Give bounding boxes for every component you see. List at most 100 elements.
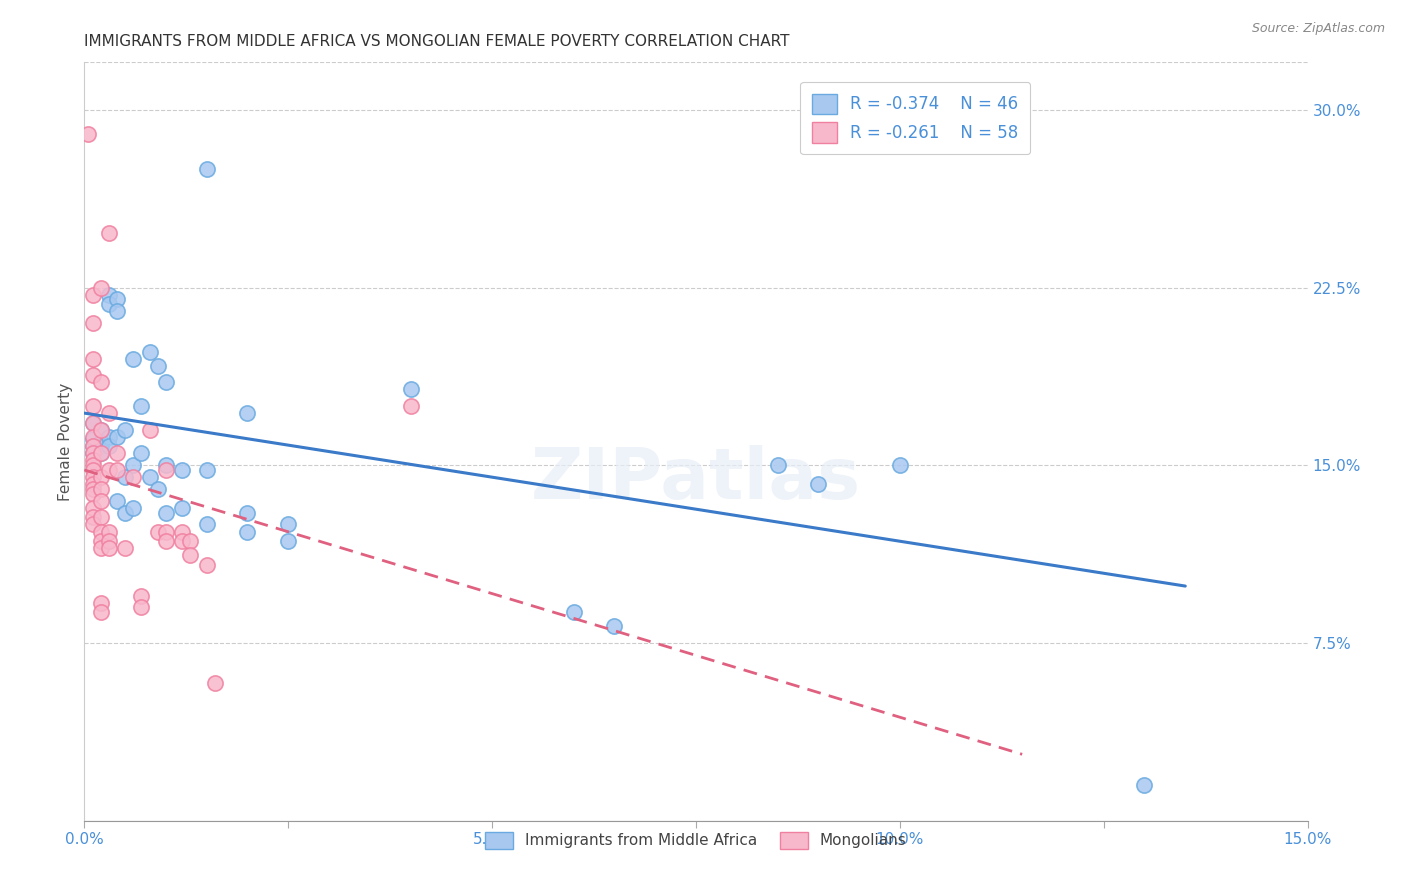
Point — [82, 453, 104, 467]
Point — [807, 477, 830, 491]
Point — [82, 446, 104, 460]
Point — [82, 500, 104, 515]
Text: IMMIGRANTS FROM MIDDLE AFRICA VS MONGOLIAN FEMALE POVERTY CORRELATION CHART: IMMIGRANTS FROM MIDDLE AFRICA VS MONGOLI… — [84, 34, 790, 49]
Point — [82, 510, 104, 524]
Point — [90, 439, 112, 453]
Point — [1133, 778, 1156, 792]
Point — [131, 446, 153, 460]
Point — [82, 432, 104, 446]
Point — [146, 524, 169, 539]
Point — [90, 493, 112, 508]
Point — [131, 589, 153, 603]
Point — [562, 605, 585, 619]
Point — [97, 297, 120, 311]
Point — [236, 506, 259, 520]
Point — [122, 500, 145, 515]
Point — [82, 351, 104, 366]
Point — [82, 416, 104, 430]
Point — [155, 524, 177, 539]
Point — [90, 524, 112, 539]
Point — [138, 470, 160, 484]
Point — [82, 517, 104, 532]
Point — [277, 534, 299, 549]
Point — [90, 470, 112, 484]
Point — [82, 439, 104, 453]
Point — [195, 558, 218, 572]
Point — [155, 458, 177, 473]
Point — [97, 541, 120, 556]
Point — [82, 287, 104, 301]
Point — [195, 463, 218, 477]
Point — [131, 600, 153, 615]
Point — [114, 423, 136, 437]
Point — [82, 477, 104, 491]
Text: ZIPatlas: ZIPatlas — [531, 445, 860, 514]
Point — [277, 517, 299, 532]
Point — [90, 541, 112, 556]
Point — [204, 676, 226, 690]
Point — [603, 619, 626, 633]
Point — [105, 493, 128, 508]
Point — [90, 280, 112, 294]
Point — [138, 423, 160, 437]
Point — [236, 524, 259, 539]
Point — [90, 376, 112, 390]
Point — [82, 486, 104, 500]
Legend: Immigrants from Middle Africa, Mongolians: Immigrants from Middle Africa, Mongolian… — [479, 826, 912, 855]
Point — [77, 127, 100, 141]
Point — [82, 439, 104, 453]
Point — [138, 344, 160, 359]
Point — [97, 226, 120, 240]
Point — [179, 534, 201, 549]
Point — [82, 470, 104, 484]
Point — [82, 316, 104, 330]
Point — [155, 463, 177, 477]
Point — [90, 605, 112, 619]
Point — [97, 430, 120, 444]
Point — [82, 399, 104, 413]
Point — [146, 359, 169, 373]
Point — [82, 446, 104, 460]
Point — [172, 463, 194, 477]
Point — [155, 534, 177, 549]
Point — [90, 534, 112, 549]
Y-axis label: Female Poverty: Female Poverty — [58, 383, 73, 500]
Point — [399, 383, 422, 397]
Point — [82, 430, 104, 444]
Point — [114, 470, 136, 484]
Point — [97, 534, 120, 549]
Point — [195, 162, 218, 177]
Point — [97, 406, 120, 420]
Point — [82, 368, 104, 383]
Point — [82, 458, 104, 473]
Point — [131, 399, 153, 413]
Point — [122, 470, 145, 484]
Text: Source: ZipAtlas.com: Source: ZipAtlas.com — [1251, 22, 1385, 36]
Point — [82, 416, 104, 430]
Point — [90, 446, 112, 460]
Point — [90, 596, 112, 610]
Point — [155, 506, 177, 520]
Point — [97, 463, 120, 477]
Point — [97, 287, 120, 301]
Point — [82, 463, 104, 477]
Point — [114, 506, 136, 520]
Point — [97, 439, 120, 453]
Point — [105, 446, 128, 460]
Point — [105, 463, 128, 477]
Point — [105, 304, 128, 318]
Point — [172, 500, 194, 515]
Point — [889, 458, 911, 473]
Point — [122, 351, 145, 366]
Point — [90, 423, 112, 437]
Point — [105, 430, 128, 444]
Point — [172, 524, 194, 539]
Point — [146, 482, 169, 496]
Point — [155, 376, 177, 390]
Point — [179, 548, 201, 563]
Point — [122, 458, 145, 473]
Point — [90, 510, 112, 524]
Point — [90, 446, 112, 460]
Point — [90, 482, 112, 496]
Point — [90, 434, 112, 449]
